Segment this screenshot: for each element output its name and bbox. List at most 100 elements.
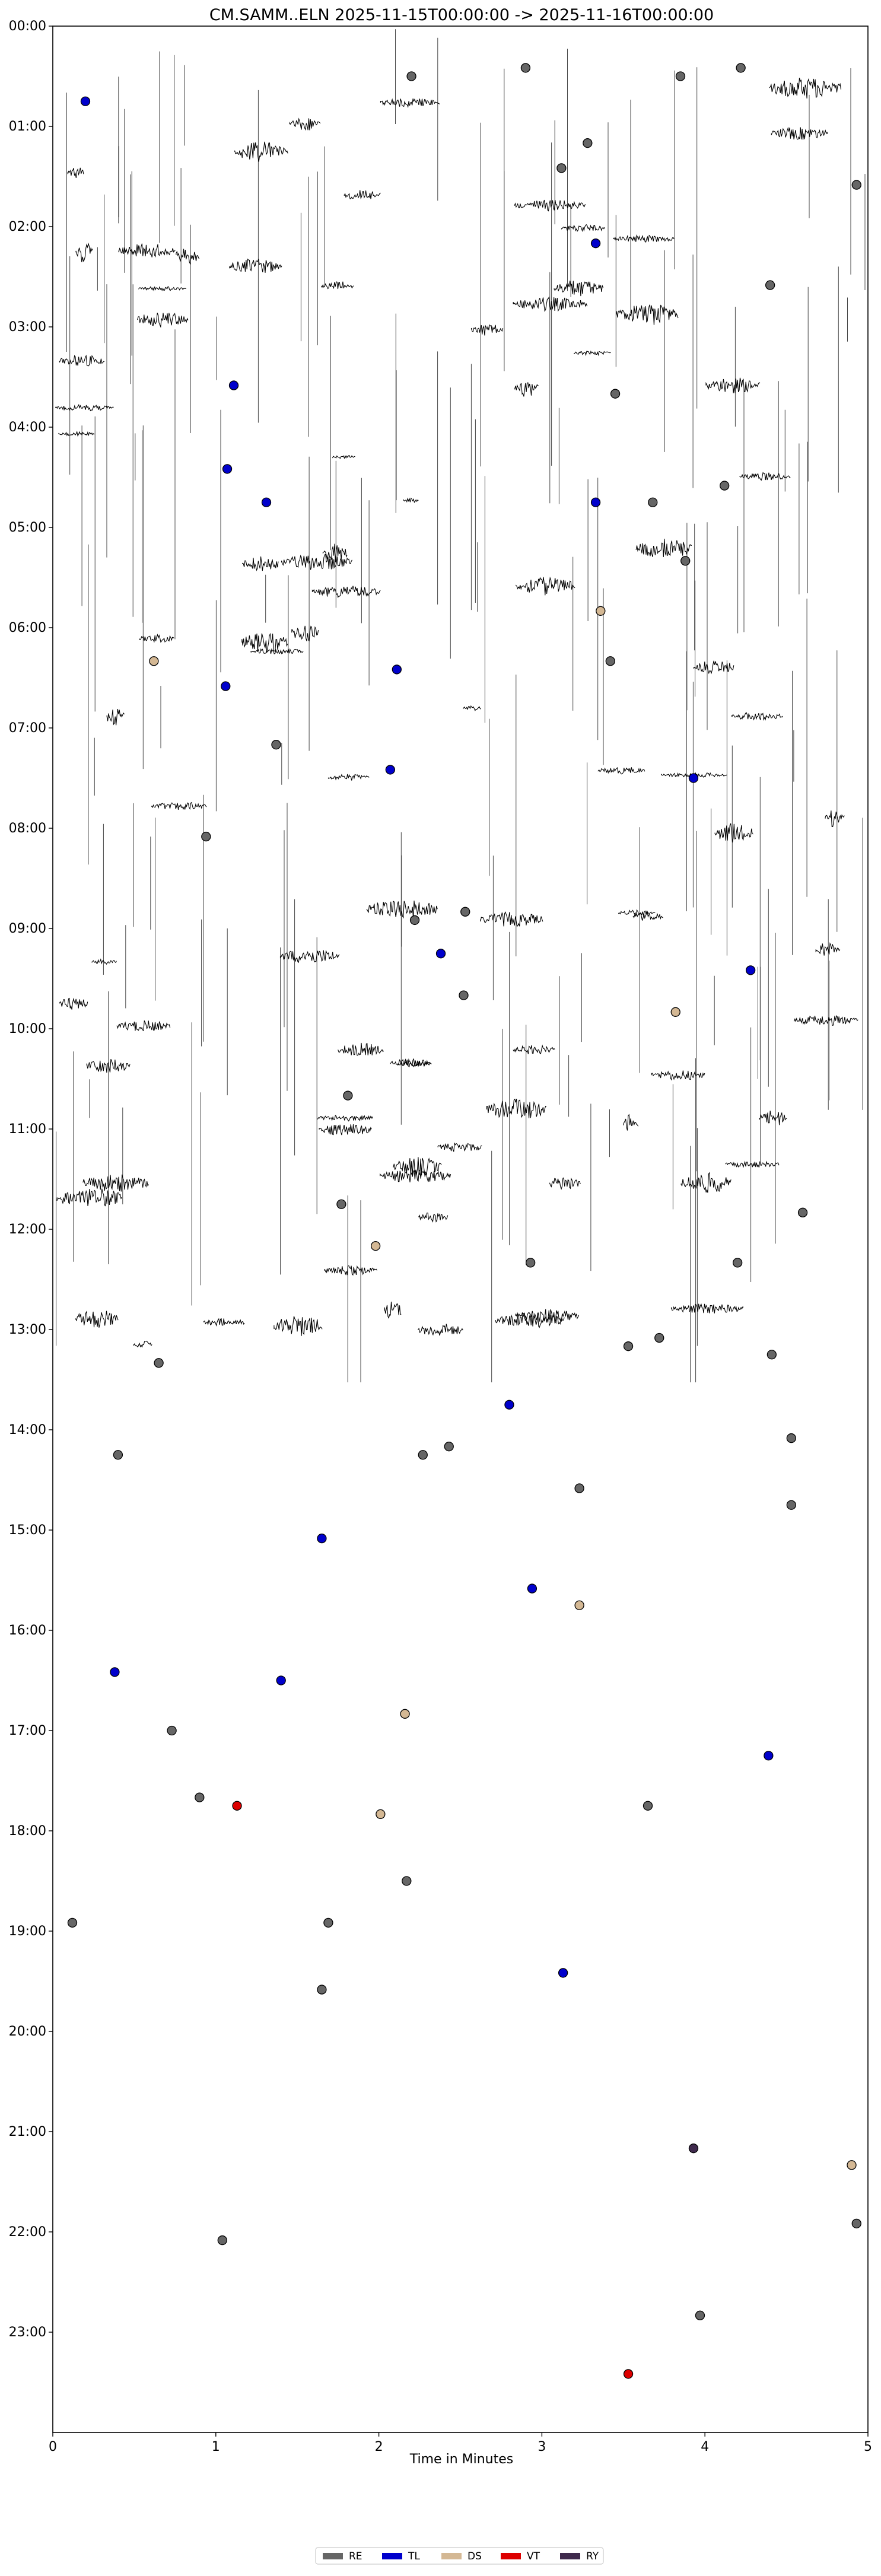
- y-tick-label: 07:00: [9, 721, 46, 736]
- point-re: [786, 1500, 796, 1510]
- point-tl: [764, 1751, 774, 1761]
- point-re: [851, 2218, 861, 2229]
- y-tick-label: 04:00: [9, 420, 46, 435]
- point-re: [520, 63, 531, 73]
- point-re: [406, 71, 416, 81]
- point-re: [444, 1442, 454, 1452]
- point-re: [201, 831, 211, 842]
- point-re: [654, 1332, 664, 1343]
- x-tick-label: 3: [537, 2440, 546, 2454]
- y-axis: 00:00 01:00 02:00 03:00 04:00 05:00 06:00 07:00…: [9, 19, 53, 2340]
- point-re: [409, 915, 420, 926]
- point-re: [680, 556, 691, 566]
- point-ds: [596, 606, 606, 616]
- point-re: [733, 1258, 743, 1268]
- legend-label-re: RE: [349, 2550, 362, 2562]
- point-re: [402, 1876, 412, 1886]
- point-re: [583, 138, 593, 148]
- point-re: [217, 2235, 227, 2246]
- point-ds: [847, 2160, 857, 2170]
- x-axis: 0 1 2 3 4 5: [49, 2432, 872, 2454]
- y-tick-label: 02:00: [9, 220, 46, 234]
- legend-label-ry: RY: [586, 2550, 599, 2562]
- point-re: [343, 1090, 353, 1101]
- point-re: [336, 1199, 346, 1209]
- point-re: [851, 180, 861, 190]
- point-re: [556, 163, 567, 173]
- legend: RE TL DS VT RY: [315, 2547, 604, 2565]
- y-tick-label: 05:00: [9, 520, 46, 535]
- x-tick-label: 2: [375, 2440, 383, 2454]
- point-re: [574, 1483, 584, 1493]
- point-re: [154, 1358, 164, 1368]
- point-tl: [504, 1400, 514, 1410]
- y-tick-label: 13:00: [9, 1322, 46, 1337]
- point-re: [610, 389, 621, 399]
- point-re: [720, 481, 730, 491]
- point-tl: [222, 464, 233, 474]
- point-re: [526, 1258, 536, 1268]
- y-tick-label: 01:00: [9, 119, 46, 134]
- point-re: [765, 280, 775, 290]
- legend-swatch-ds: [441, 2553, 462, 2559]
- point-ry: [688, 2144, 699, 2154]
- y-tick-label: 11:00: [9, 1122, 46, 1137]
- point-ds: [400, 1709, 410, 1719]
- point-tl: [317, 1533, 327, 1544]
- point-tl: [527, 1583, 537, 1594]
- point-re: [317, 1985, 327, 1995]
- point-tl: [385, 765, 395, 775]
- point-re: [271, 740, 281, 750]
- point-ds: [574, 1600, 584, 1610]
- y-tick-label: 12:00: [9, 1222, 46, 1237]
- x-axis-label: Time in Minutes: [409, 2452, 514, 2467]
- point-re: [67, 1917, 78, 1928]
- legend-label-ds: DS: [467, 2550, 482, 2562]
- y-tick-label: 08:00: [9, 821, 46, 836]
- y-tick-label: 15:00: [9, 1523, 46, 1538]
- point-re: [786, 1433, 796, 1443]
- point-tl: [110, 1667, 120, 1677]
- x-tick-label: 0: [49, 2440, 57, 2454]
- point-tl: [590, 238, 601, 249]
- y-tick-label: 06:00: [9, 621, 46, 635]
- point-re: [460, 907, 470, 917]
- point-re: [675, 71, 686, 81]
- point-re: [643, 1801, 653, 1811]
- point-re: [167, 1725, 177, 1736]
- point-ds: [370, 1241, 381, 1251]
- point-tl: [745, 965, 756, 975]
- legend-label-tl: TL: [408, 2550, 420, 2562]
- trace-spikes: [56, 29, 866, 1382]
- legend-swatch-re: [323, 2553, 343, 2559]
- x-tick-label: 5: [864, 2440, 872, 2454]
- point-vt: [623, 2369, 634, 2379]
- point-ds: [149, 656, 159, 666]
- point-re: [195, 1792, 205, 1802]
- point-vt: [232, 1801, 242, 1811]
- point-re: [323, 1917, 333, 1928]
- chart-title: CM.SAMM..ELN 2025-11-15T00:00:00 -> 2025…: [209, 6, 714, 24]
- point-re: [459, 990, 469, 1000]
- y-tick-label: 03:00: [9, 320, 46, 335]
- legend-swatch-tl: [382, 2553, 402, 2559]
- y-tick-label: 17:00: [9, 1723, 46, 1738]
- point-re: [766, 1350, 777, 1360]
- y-tick-label: 14:00: [9, 1423, 46, 1438]
- point-re: [648, 497, 658, 507]
- point-re: [113, 1450, 123, 1460]
- point-re: [695, 2310, 705, 2320]
- point-tl: [590, 497, 601, 507]
- point-ds: [376, 1809, 386, 1819]
- point-tl: [392, 664, 402, 675]
- y-tick-label: 00:00: [9, 19, 46, 34]
- y-tick-label: 18:00: [9, 1824, 46, 1839]
- point-re: [797, 1207, 808, 1217]
- point-re: [418, 1450, 428, 1460]
- point-tl: [228, 380, 239, 390]
- seismic-traces: [55, 29, 866, 1382]
- legend-swatch-vt: [501, 2553, 521, 2559]
- y-tick-label: 23:00: [9, 2325, 46, 2340]
- y-tick-label: 21:00: [9, 2125, 46, 2139]
